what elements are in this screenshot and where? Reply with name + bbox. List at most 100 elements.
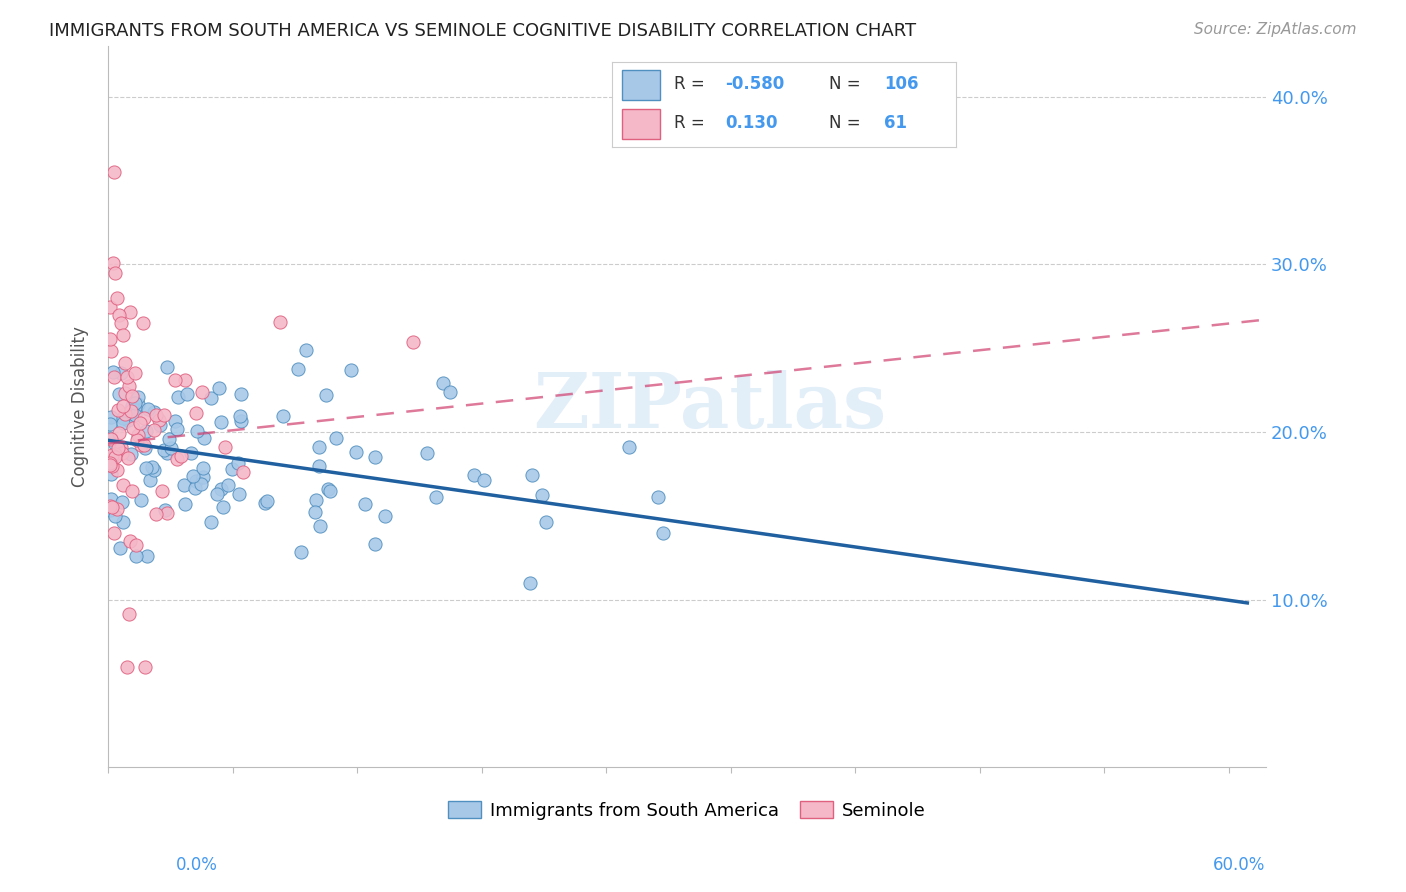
Point [100, 343, 122, 358]
Point [232, 465, 254, 479]
Point [134, 441, 156, 455]
Point [112, 515, 135, 529]
Legend: Immigrants from South America, Seminole: Immigrants from South America, Seminole [441, 794, 934, 827]
Point [138, 402, 160, 417]
Point [104, 437, 127, 451]
Point [174, 497, 197, 511]
Point [104, 509, 127, 524]
Point [226, 456, 249, 470]
Point [124, 401, 146, 415]
Point [364, 450, 387, 465]
Point [170, 450, 193, 464]
Point [304, 505, 326, 519]
Point [112, 416, 135, 430]
Point [98, 300, 121, 314]
Point [208, 381, 231, 395]
Point [98, 431, 121, 445]
Point [120, 447, 142, 461]
Point [111, 446, 134, 460]
Point [254, 495, 277, 509]
FancyBboxPatch shape [621, 109, 659, 139]
Point [209, 482, 232, 496]
Point [127, 433, 149, 447]
Point [118, 607, 141, 622]
Point [619, 440, 641, 454]
Point [114, 356, 136, 370]
Point [124, 408, 146, 422]
Point [143, 405, 166, 419]
Point [217, 478, 239, 492]
Point [231, 386, 253, 401]
Point [139, 473, 162, 487]
Point [256, 494, 278, 508]
Point [105, 501, 128, 516]
Point [193, 431, 215, 445]
Point [290, 544, 312, 558]
Point [142, 423, 165, 437]
Point [191, 461, 214, 475]
Point [110, 316, 132, 330]
Text: ZIPatlas: ZIPatlas [534, 370, 887, 443]
Point [108, 541, 131, 555]
Point [132, 437, 155, 451]
Point [531, 488, 554, 502]
Text: 60.0%: 60.0% [1213, 855, 1265, 873]
Point [214, 441, 236, 455]
Point [163, 414, 186, 428]
Point [425, 490, 447, 504]
Point [107, 442, 129, 456]
Point [209, 415, 232, 429]
Point [118, 378, 141, 392]
Text: R =: R = [673, 76, 710, 94]
Point [107, 403, 129, 417]
Point [101, 451, 124, 466]
Point [153, 502, 176, 516]
Point [122, 421, 145, 435]
Point [152, 442, 174, 457]
Point [308, 458, 330, 473]
Point [522, 468, 544, 483]
Point [114, 408, 136, 422]
Point [402, 335, 425, 350]
Point [316, 483, 339, 497]
Y-axis label: Cognitive Disability: Cognitive Disability [72, 326, 89, 487]
Point [173, 477, 195, 491]
Point [108, 426, 131, 441]
Point [127, 428, 149, 442]
Point [111, 399, 134, 413]
Point [353, 497, 375, 511]
Point [100, 467, 122, 481]
Point [100, 432, 122, 446]
Point [191, 469, 214, 483]
Point [472, 473, 495, 487]
Point [211, 500, 233, 514]
Point [647, 491, 669, 505]
Point [325, 431, 347, 445]
Point [98, 503, 121, 517]
Point [98, 456, 121, 470]
Point [228, 487, 250, 501]
Text: 0.0%: 0.0% [176, 855, 218, 873]
Point [112, 477, 135, 491]
Point [105, 463, 128, 477]
Point [117, 413, 139, 427]
Point [155, 360, 177, 375]
Point [186, 406, 208, 420]
Point [221, 462, 243, 476]
Point [118, 305, 141, 319]
Point [111, 327, 134, 342]
Text: R =: R = [673, 114, 710, 132]
Point [103, 256, 125, 270]
Point [157, 432, 180, 446]
Point [136, 549, 159, 563]
Point [190, 477, 212, 491]
Point [118, 533, 141, 548]
Text: N =: N = [828, 114, 866, 132]
Point [129, 438, 152, 452]
Point [98, 458, 121, 472]
Point [127, 397, 149, 411]
Point [111, 495, 134, 509]
Text: 106: 106 [884, 76, 918, 94]
Point [135, 425, 157, 439]
Point [104, 450, 127, 465]
